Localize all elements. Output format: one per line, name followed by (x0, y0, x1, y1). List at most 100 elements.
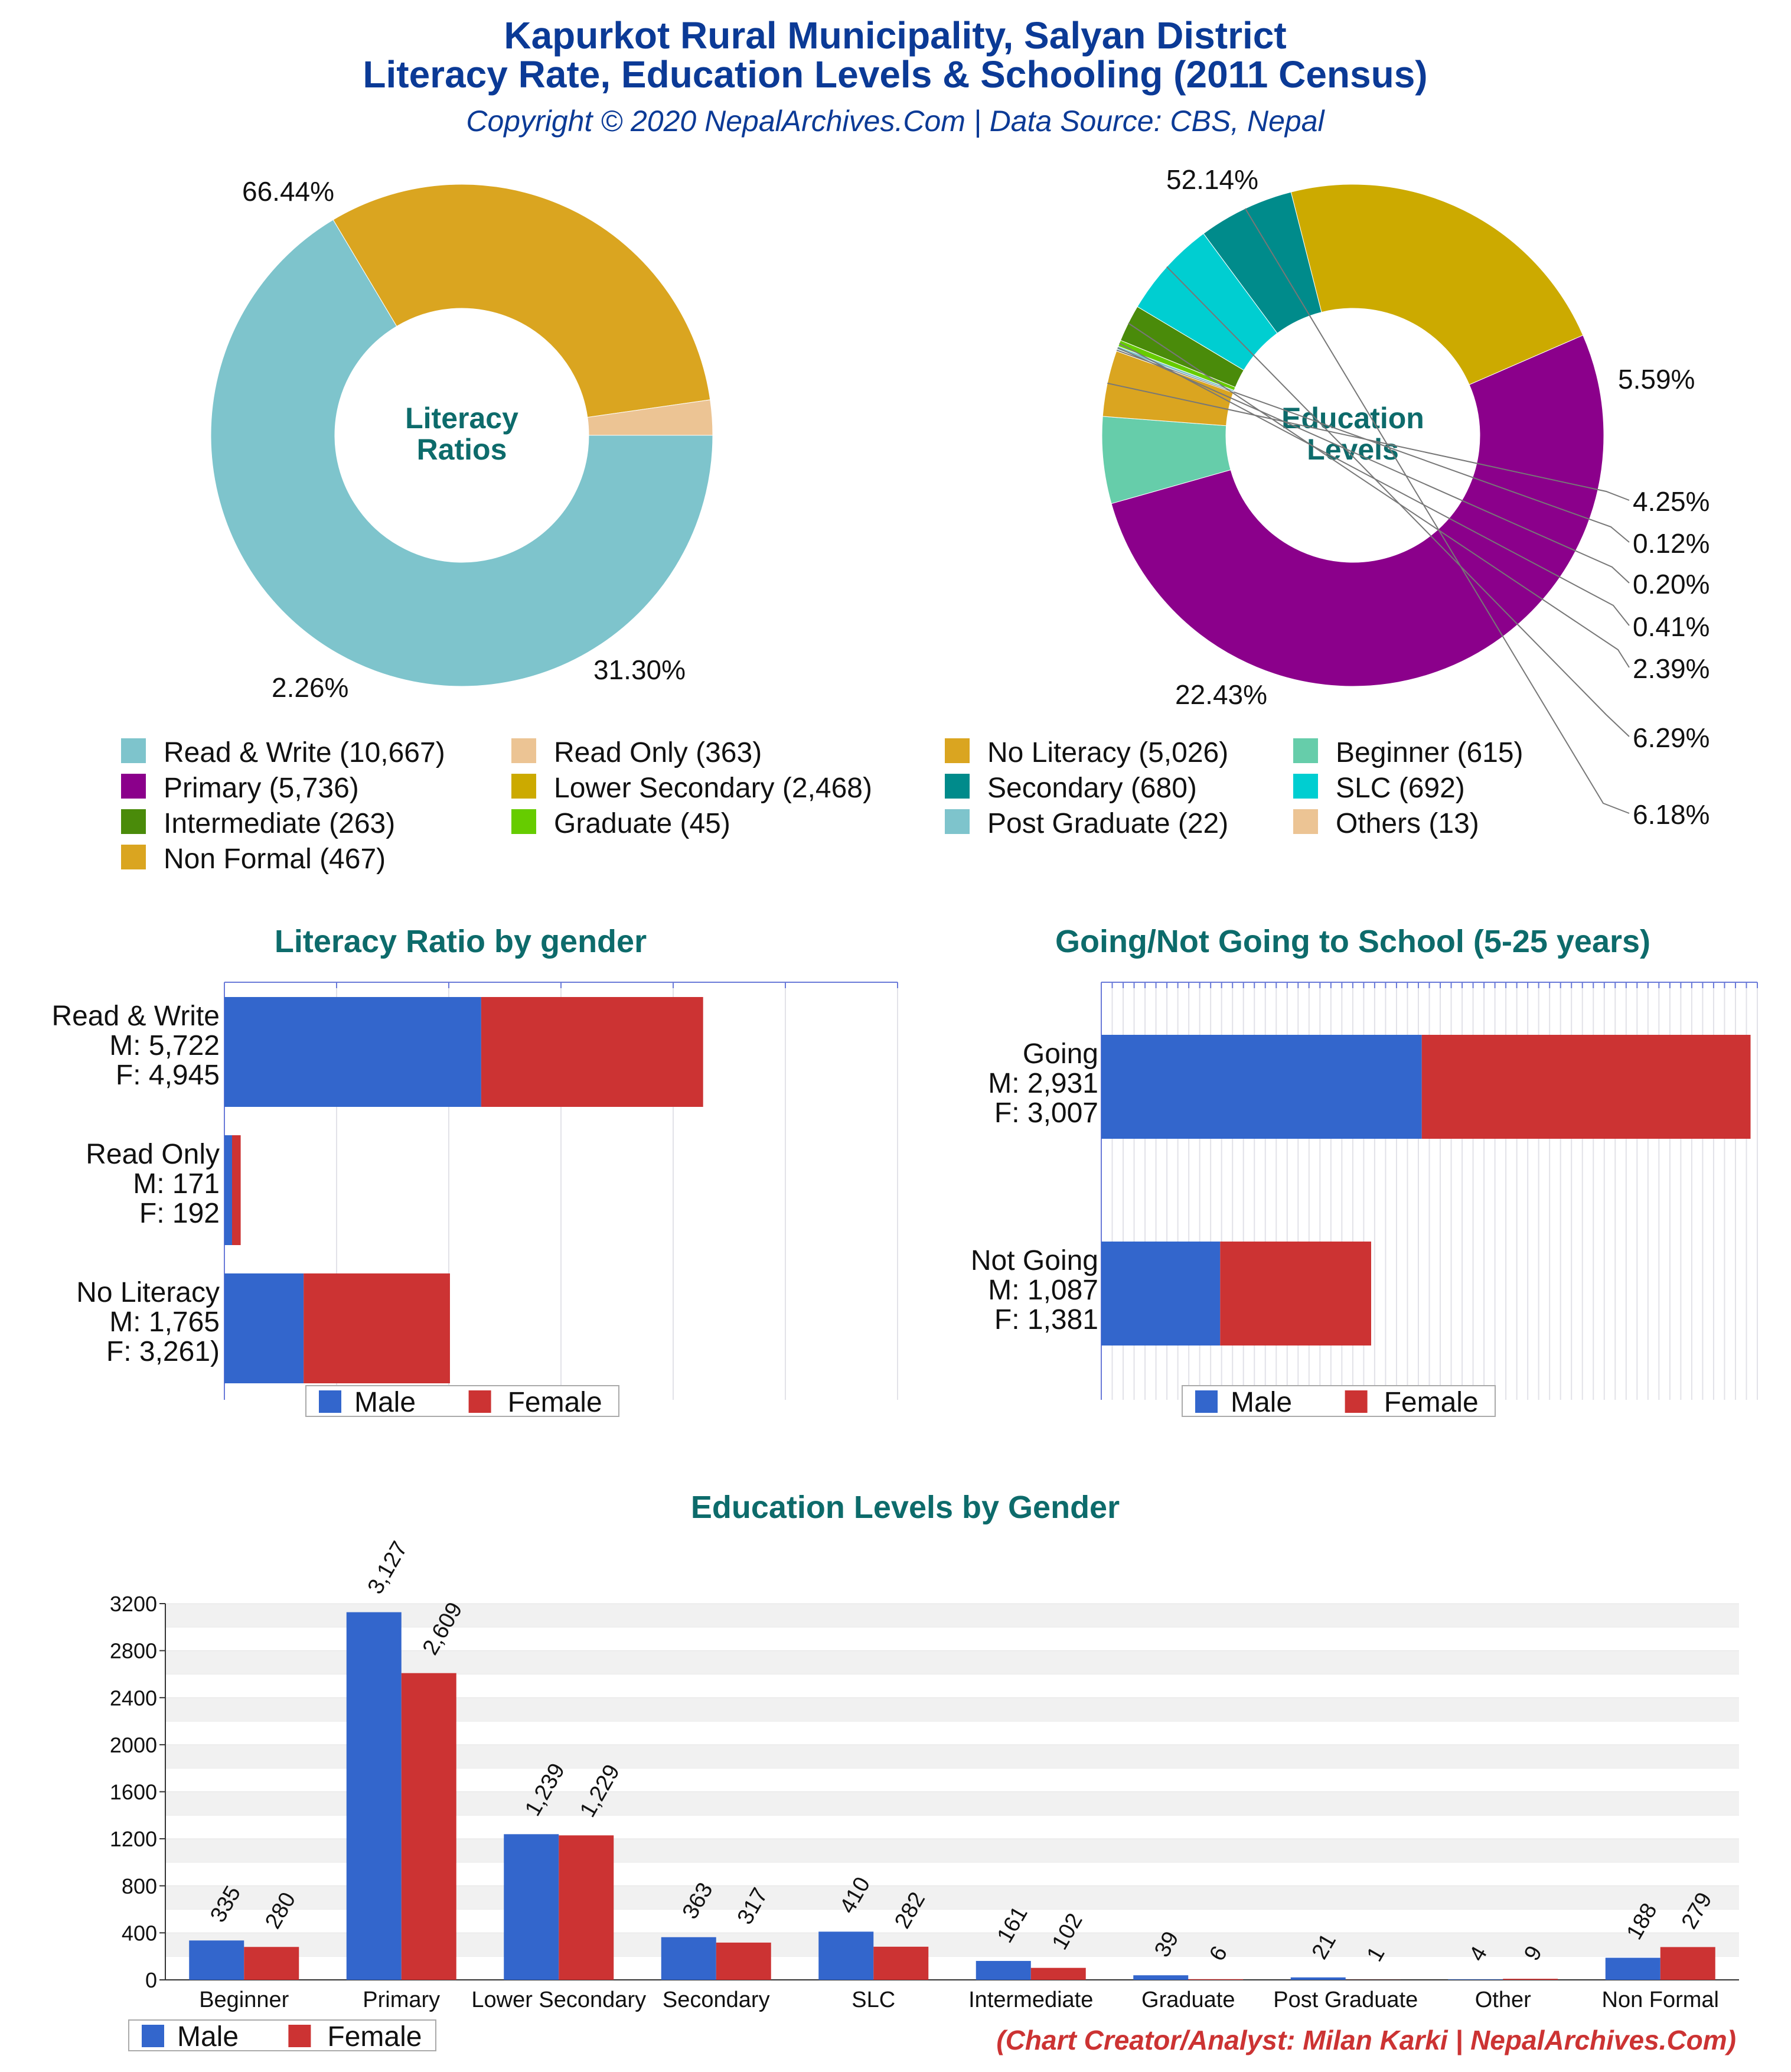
slice-label-others: 0.12% (1633, 528, 1710, 559)
y-tick-label-2400: 2400 (110, 1686, 157, 1710)
legend-swatch-female (288, 2025, 311, 2047)
legend-label-no-literacy-5-026: No Literacy (5,026) (987, 737, 1228, 768)
leader-line-post-graduate (1117, 347, 1630, 584)
x-tick-label-beginner: Beginner (199, 1988, 289, 2012)
grid-band (165, 1604, 1739, 1627)
slice-label-read-write: 66.44% (242, 176, 334, 207)
bar-male-primary (346, 1612, 402, 1980)
legend-label-lower-secondary-2-468: Lower Secondary (2,468) (554, 773, 872, 804)
legend-box (1182, 1385, 1496, 1417)
pie1-center-title-line-2: Ratios (417, 433, 507, 466)
bar-female-other (1503, 1979, 1558, 1980)
slice-no-literacy (332, 184, 711, 418)
literacy-ratios-donut: Literacy Ratios 66.44% 31.30% 2.26% (210, 176, 713, 703)
legend-swatch-others-13 (1293, 809, 1318, 834)
legend-label-secondary-680: Secondary (680) (987, 773, 1197, 804)
bar-male-post-graduate (1290, 1977, 1346, 1980)
category-label-read-only-2: F: 192 (139, 1198, 220, 1229)
legend-swatch-primary-5-736 (121, 774, 146, 799)
bar-male-secondary (661, 1937, 716, 1980)
x-tick-label-slc: SLC (852, 1988, 895, 2012)
slice-label-slc: 6.29% (1633, 722, 1710, 753)
bar-male-lower-secondary (504, 1834, 559, 1980)
y-tick-label-1200: 1200 (110, 1827, 157, 1851)
slice-read-only (587, 399, 713, 436)
education-by-gender-chart: Education Levels by Gender 0 400 800 1200 16… (110, 1490, 1739, 2053)
bar-female-primary (401, 1673, 456, 1980)
credit-line: (Chart Creator/Analyst: Milan Karki | Ne… (996, 2025, 1736, 2055)
category-label-going-1: M: 2,931 (988, 1068, 1098, 1099)
slice-label-non-formal: 4.25% (1633, 486, 1710, 517)
x-tick-label-graduate: Graduate (1141, 1988, 1235, 2012)
bar-male-non-formal (1605, 1957, 1660, 1980)
legend-box (128, 2019, 436, 2051)
bar-female-secondary (716, 1942, 771, 1980)
category-label-read-write-0: Read & Write (51, 1001, 220, 1032)
category-label-not-going-0: Not Going (971, 1245, 1098, 1276)
y-tick-label-800: 800 (122, 1874, 157, 1898)
category-label-read-only-1: M: 171 (133, 1168, 220, 1200)
category-label-read-write-2: F: 4,945 (116, 1060, 220, 1091)
category-label-read-only-0: Read Only (86, 1139, 220, 1170)
leader-line-intermediate (1128, 322, 1630, 668)
bar-female-graduate (1188, 1979, 1244, 1980)
bar-female-slc (873, 1946, 929, 1980)
legend-swatch-beginner-615 (1293, 738, 1318, 763)
slice-primary (1111, 334, 1604, 687)
legend-swatch-lower-secondary-2-468 (511, 774, 536, 799)
pie1-center-title-line-1: Literacy (405, 402, 518, 435)
y-tick-label-0: 0 (145, 1968, 157, 1992)
hbar1-title: Literacy Ratio by gender (275, 924, 647, 959)
legend-label-intermediate-263: Intermediate (263) (164, 808, 395, 839)
legend-swatch-graduate-45 (511, 809, 536, 834)
category-label-no-literacy-2: F: 3,261) (106, 1336, 220, 1367)
category-label-going-0: Going (1023, 1038, 1098, 1070)
bar-male-beginner (189, 1940, 244, 1980)
bar-male-graduate (1133, 1975, 1189, 1980)
legend-swatch-male (319, 1390, 341, 1413)
bar-female-not-going (1220, 1242, 1371, 1346)
y-tick-label-400: 400 (122, 1921, 157, 1945)
legend-swatch-read-only-363 (511, 738, 536, 763)
title-line-2: Literacy Rate, Education Levels & School… (363, 53, 1427, 96)
bar-female-lower-secondary (559, 1835, 614, 1980)
legend-swatch-female (468, 1390, 491, 1413)
legend-swatch-male (142, 2025, 164, 2047)
bar-male-read-write (224, 997, 481, 1107)
slice-lower-secondary (1290, 184, 1584, 385)
education-levels-donut: Education Levels 52.14%5.59%4.25%0.12%0.… (1101, 164, 1710, 830)
bar-female-read-write (481, 997, 703, 1107)
x-tick-label-intermediate: Intermediate (968, 1988, 1093, 2012)
leader-line-others (1116, 349, 1630, 543)
title-line-1: Kapurkot Rural Municipality, Salyan Dist… (504, 14, 1286, 57)
data-label-male-slc: 410 (835, 1873, 875, 1918)
slice-label-post-graduate: 0.20% (1633, 569, 1710, 600)
category-label-not-going-1: M: 1,087 (988, 1275, 1098, 1306)
leader-line-non-formal (1107, 382, 1630, 501)
slice-label-read-only: 2.26% (272, 672, 348, 703)
legend-label-slc-692: SLC (692) (1336, 773, 1465, 804)
slice-label-intermediate: 2.39% (1633, 653, 1710, 684)
x-tick-label-lower-secondary: Lower Secondary (471, 1988, 646, 2012)
bar-male-other (1448, 1979, 1503, 1980)
bar-female-intermediate (1030, 1967, 1086, 1980)
bar-female-read-only (231, 1135, 241, 1245)
x-tick-label-other: Other (1475, 1988, 1531, 2012)
slice-read-write (210, 219, 713, 687)
bar-female-no-literacy (304, 1273, 450, 1383)
grid-band (165, 1650, 1739, 1674)
slice-label-beginner: 5.59% (1618, 364, 1695, 395)
legend-swatch-non-formal-467 (121, 845, 146, 869)
legend-label-female: Female (508, 1387, 602, 1418)
y-tick-label-2000: 2000 (110, 1733, 157, 1757)
bar-male-intermediate (976, 1960, 1031, 1980)
legend-label-non-formal-467: Non Formal (467) (164, 843, 386, 875)
legend-swatch-female (1345, 1390, 1368, 1413)
bar-male-going (1101, 1035, 1422, 1139)
legend-label-read-only-363: Read Only (363) (554, 737, 762, 768)
legend-swatch-no-literacy-5-026 (945, 738, 970, 763)
slice-label-lower-secondary: 22.43% (1175, 679, 1267, 710)
legend-label-female: Female (1384, 1387, 1479, 1418)
copyright-line: Copyright © 2020 NepalArchives.Com | Dat… (466, 105, 1325, 138)
legend-label-others-13: Others (13) (1336, 808, 1479, 839)
